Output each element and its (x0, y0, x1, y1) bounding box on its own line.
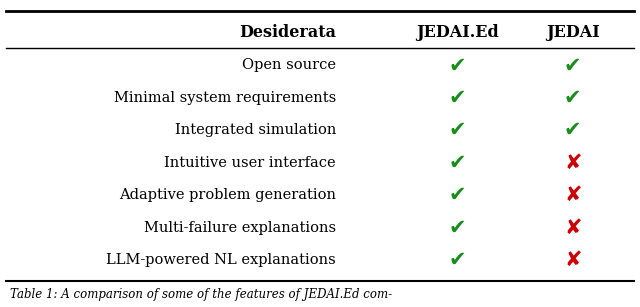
Text: Adaptive problem generation: Adaptive problem generation (119, 188, 336, 202)
Text: ✘: ✘ (564, 218, 582, 238)
Text: Multi-failure explanations: Multi-failure explanations (144, 221, 336, 235)
Text: ✔: ✔ (449, 218, 467, 238)
Text: ✔: ✔ (564, 120, 582, 140)
Text: LLM-powered NL explanations: LLM-powered NL explanations (106, 253, 336, 267)
Text: ✔: ✔ (449, 88, 467, 108)
Text: ✘: ✘ (564, 250, 582, 270)
Text: ✔: ✔ (449, 250, 467, 270)
Text: Table 1: A comparison of some of the features of JEDAI.Ed com-: Table 1: A comparison of some of the fea… (10, 288, 392, 301)
Text: Minimal system requirements: Minimal system requirements (114, 91, 336, 105)
Text: ✘: ✘ (564, 153, 582, 173)
Text: ✔: ✔ (564, 55, 582, 75)
Text: Intuitive user interface: Intuitive user interface (164, 156, 336, 170)
Text: JEDAI.Ed: JEDAI.Ed (416, 24, 499, 41)
Text: ✔: ✔ (564, 88, 582, 108)
Text: JEDAI: JEDAI (546, 24, 600, 41)
Text: ✔: ✔ (449, 55, 467, 75)
Text: Integrated simulation: Integrated simulation (175, 123, 336, 137)
Text: ✔: ✔ (449, 185, 467, 205)
Text: Open source: Open source (242, 58, 336, 72)
Text: ✔: ✔ (449, 120, 467, 140)
Text: ✘: ✘ (564, 185, 582, 205)
Text: ✔: ✔ (449, 153, 467, 173)
Text: Desiderata: Desiderata (239, 24, 336, 41)
